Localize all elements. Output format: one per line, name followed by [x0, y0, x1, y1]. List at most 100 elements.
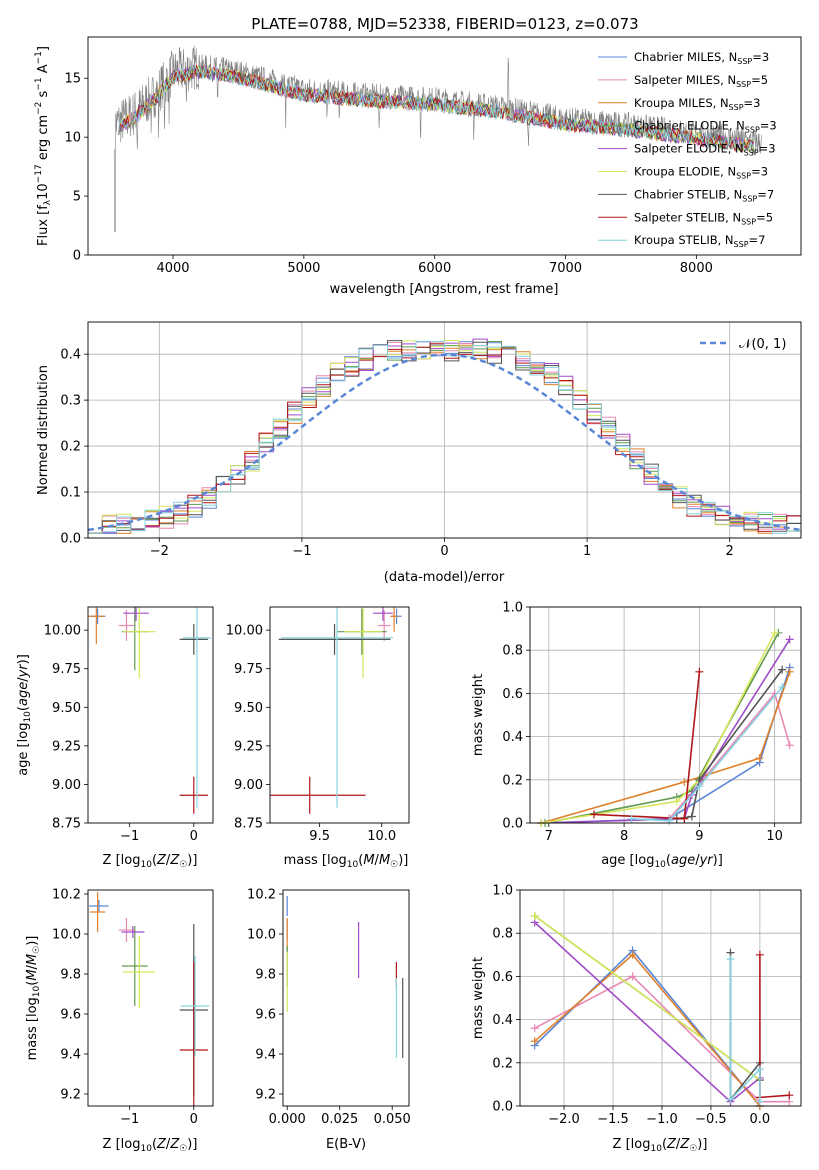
x-tick-label: 0.000 [269, 1112, 306, 1127]
panel-age-vs-metallicity: −1 0 8.75 9.00 9.25 9.50 9.75 10.00 Z [log10(Z/… [16, 606, 214, 870]
y-tick-label: 9.2 [60, 1088, 81, 1103]
age-mass-x-label: mass [log10(M/M☉)] [284, 853, 409, 870]
weight-age-marks: 7 8 9 10 0.0 0.2 0.4 0.6 0.8 1.0 [502, 601, 801, 844]
x-tick-label: 6000 [418, 261, 451, 276]
residuals-marks: −2 −1 0 1 2 0.0 0.1 0.2 0.3 0.4 [60, 322, 801, 559]
x-tick-label: 9 [695, 829, 703, 844]
figure-title: PLATE=0788, MJD=52338, FIBERID=0123, z=0… [251, 15, 638, 33]
y-tick-label: 15 [64, 72, 81, 87]
age-mass-marks: 9.5 10.0 8.75 9.00 9.25 9.50 9.75 10.00 [226, 607, 402, 844]
age-z-marks: −1 0 8.75 9.00 9.25 9.50 9.75 10.00 [44, 607, 212, 844]
x-tick-label: 9.5 [309, 829, 330, 844]
x-tick-label: 7000 [549, 261, 582, 276]
y-tick-label: 10.0 [52, 928, 81, 943]
mass-z-x-label: Z [log10(Z/Z☉)] [103, 1137, 198, 1154]
panel-weight-vs-age: 7 8 9 10 0.0 0.2 0.4 0.6 0.8 1.0 age [log10(age/y… [471, 601, 802, 870]
x-tick-label: 0 [440, 544, 448, 559]
normal-reference-curve [88, 353, 801, 532]
legend-entry: Chabrier MILES, NSSP=3 [634, 50, 769, 66]
residuals-frame [87, 321, 802, 539]
y-tick-label: 0.2 [492, 1056, 513, 1071]
mass-z-y-label: mass [log10(M/M☉)] [25, 936, 42, 1061]
spectrum-marks: 4000 5000 6000 7000 8000 0 5 10 15 [64, 45, 763, 276]
panel-age-vs-mass: 9.5 10.0 8.75 9.00 9.25 9.50 9.75 10.00 mass [l… [226, 606, 410, 870]
weight-point-marker [785, 667, 794, 676]
spectrum-data-line [113, 45, 763, 232]
y-tick-label: 8.75 [52, 817, 81, 832]
weight-z-marks: −2.0 −1.5 −1.0 −0.5 0.0 0.0 0.2 0.4 0.6 0.8 1.0 [492, 884, 801, 1127]
y-tick-label: 0.3 [60, 394, 81, 409]
weight-series-line [541, 638, 791, 823]
x-tick-label: 4000 [156, 261, 189, 276]
x-tick-label: 2 [726, 544, 734, 559]
age-z-y-label: age [log10(age/yr)] [16, 654, 33, 776]
y-tick-label: 9.25 [234, 739, 263, 754]
spectrum-frame [87, 36, 802, 256]
y-tick-label: 0.8 [492, 927, 513, 942]
legend-entry: Kroupa MILES, NSSP=3 [634, 96, 760, 112]
y-tick-label: 9.6 [255, 1008, 276, 1023]
x-tick-label: 0 [190, 1112, 198, 1127]
weight-series-line [541, 632, 776, 823]
age-mass-frame [269, 606, 410, 824]
x-tick-label: 8 [620, 829, 628, 844]
weight-point-marker [530, 911, 539, 920]
y-tick-label: 0.6 [502, 687, 523, 702]
x-tick-label: 0.0 [750, 1112, 771, 1127]
y-tick-label: 0.0 [60, 532, 81, 547]
weight-point-marker [665, 816, 674, 825]
x-tick-label: 0.025 [321, 1112, 358, 1127]
weight-point-marker [726, 955, 735, 964]
y-tick-label: 9.25 [52, 739, 81, 754]
y-tick-label: 5 [73, 190, 81, 205]
x-tick-label: −1 [120, 1112, 139, 1127]
weight-age-y-label: mass weight [471, 674, 486, 756]
y-tick-label: 9.75 [52, 662, 81, 677]
mass-ebv-x-label: E(B-V) [326, 1137, 366, 1152]
spectrum-model-line [117, 65, 755, 152]
y-tick-label: 0 [73, 249, 81, 264]
spectrum-x-label: wavelength [Angstrom, rest frame] [330, 282, 559, 297]
mass-z-plot-area [88, 890, 213, 1106]
weight-point-marker [695, 782, 704, 791]
weight-series-line [631, 686, 783, 822]
residuals-y-label: Normed distribution [36, 365, 51, 495]
y-tick-label: 0.6 [492, 970, 513, 985]
weight-point-marker [530, 1024, 539, 1033]
y-tick-label: 0.4 [502, 730, 523, 745]
weight-series-line [729, 959, 761, 1102]
y-tick-label: 10 [64, 131, 81, 146]
spectrum-y-label: Flux [fλ10−17 erg cm−2 s−1 A−1] [34, 46, 53, 246]
weight-point-marker [680, 777, 689, 786]
mass-ebv-frame [282, 889, 410, 1107]
weight-z-frame [519, 889, 802, 1107]
y-tick-label: 0.0 [492, 1100, 513, 1115]
legend-entry: Salpeter MILES, NSSP=5 [634, 73, 768, 89]
x-tick-label: 1 [583, 544, 591, 559]
weight-point-marker [778, 665, 787, 674]
weight-point-marker [628, 972, 637, 981]
y-tick-label: 10.00 [44, 624, 81, 639]
weight-point-marker [628, 950, 637, 959]
x-tick-label: −1 [292, 544, 311, 559]
y-tick-label: 10.2 [52, 888, 81, 903]
weight-point-marker [785, 1091, 794, 1100]
mass-z-marks: −1 0 9.2 9.4 9.6 9.8 10.0 10.2 [52, 888, 210, 1127]
y-tick-label: 10.00 [226, 624, 263, 639]
x-tick-label: 5000 [287, 261, 320, 276]
residuals-legend: 𝒩(0, 1) [700, 337, 786, 352]
y-tick-label: 9.4 [255, 1048, 276, 1063]
weight-point-marker [687, 812, 696, 821]
legend-entry: Chabrier ELODIE, NSSP=3 [634, 119, 777, 135]
mass-ebv-marks: 0.000 0.025 0.050 9.2 9.4 9.6 9.8 10.0 10.2 [247, 888, 411, 1128]
panel-mass-vs-extinction: 0.000 0.025 0.050 9.2 9.4 9.6 9.8 10.0 10.2 E(B-… [247, 888, 411, 1153]
panel-residuals: −2 −1 0 1 2 0.0 0.1 0.2 0.3 0.4 𝒩(0, 1) (data-mod… [36, 321, 802, 585]
y-tick-label: 0.2 [60, 440, 81, 455]
weight-point-marker [755, 1097, 764, 1106]
y-tick-label: 1.0 [502, 601, 523, 616]
weight-age-x-label: age [log10(age/yr)] [601, 853, 723, 870]
y-tick-label: 9.6 [60, 1008, 81, 1023]
weight-age-frame [529, 606, 802, 824]
x-tick-label: 0 [190, 829, 198, 844]
